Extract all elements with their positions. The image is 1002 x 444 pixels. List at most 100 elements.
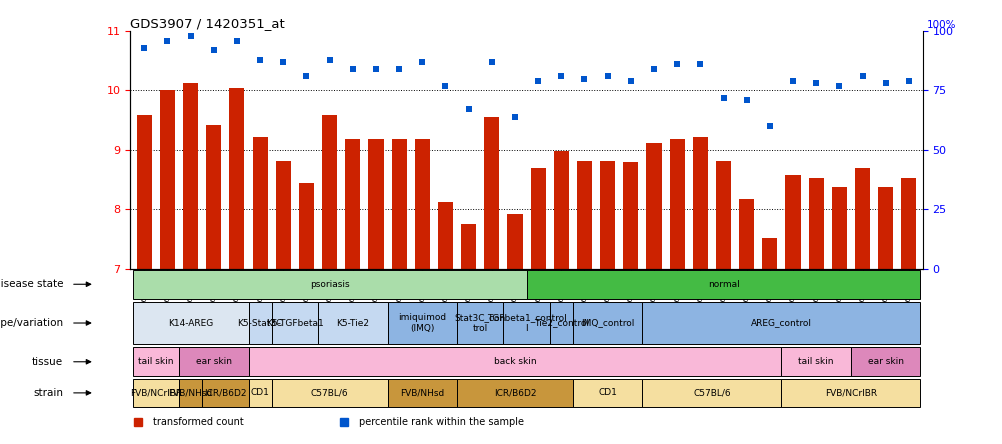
Point bbox=[831, 82, 847, 89]
Bar bbox=[391, 139, 406, 269]
Text: genotype/variation: genotype/variation bbox=[0, 318, 63, 328]
Bar bbox=[622, 162, 637, 269]
Text: C57BL/6: C57BL/6 bbox=[311, 388, 348, 397]
Text: psoriasis: psoriasis bbox=[310, 280, 349, 289]
Bar bbox=[641, 301, 920, 345]
Text: ear skin: ear skin bbox=[867, 357, 903, 366]
Bar bbox=[276, 161, 291, 269]
Bar bbox=[438, 202, 453, 269]
Point bbox=[622, 77, 638, 84]
Text: IMQ_control: IMQ_control bbox=[580, 318, 633, 328]
Text: GDS3907 / 1420351_at: GDS3907 / 1420351_at bbox=[130, 17, 285, 30]
Point bbox=[714, 94, 730, 101]
Bar bbox=[854, 168, 869, 269]
Bar bbox=[461, 224, 476, 269]
Point bbox=[205, 47, 221, 54]
Text: 100%: 100% bbox=[926, 20, 956, 30]
Bar bbox=[641, 379, 781, 407]
Point bbox=[645, 66, 661, 73]
Bar bbox=[576, 161, 591, 269]
Bar bbox=[572, 301, 641, 345]
Bar bbox=[229, 87, 244, 269]
Point bbox=[460, 106, 476, 113]
Bar bbox=[901, 178, 916, 269]
Bar bbox=[136, 115, 151, 269]
Bar bbox=[572, 379, 641, 407]
Bar bbox=[179, 348, 248, 376]
Text: disease state: disease state bbox=[0, 279, 63, 289]
Bar bbox=[549, 301, 572, 345]
Point bbox=[530, 77, 546, 84]
Bar bbox=[781, 348, 850, 376]
Bar bbox=[387, 301, 457, 345]
Bar bbox=[457, 301, 503, 345]
Bar bbox=[415, 139, 430, 269]
Bar bbox=[206, 125, 221, 269]
Point bbox=[414, 59, 430, 66]
Point bbox=[483, 59, 499, 66]
Bar bbox=[272, 301, 318, 345]
Bar bbox=[831, 187, 846, 269]
Point bbox=[737, 96, 754, 103]
Point bbox=[854, 73, 870, 80]
Text: imiquimod
(IMQ): imiquimod (IMQ) bbox=[398, 313, 446, 333]
Text: ear skin: ear skin bbox=[195, 357, 231, 366]
Text: FVB/NCrIBR: FVB/NCrIBR bbox=[129, 388, 181, 397]
Point bbox=[299, 73, 315, 80]
Text: AREG_control: AREG_control bbox=[750, 318, 812, 328]
Point bbox=[576, 75, 592, 82]
Text: tail skin: tail skin bbox=[798, 357, 833, 366]
Point bbox=[275, 59, 291, 66]
Point bbox=[136, 44, 152, 51]
Text: CD1: CD1 bbox=[597, 388, 616, 397]
Bar bbox=[159, 91, 174, 269]
Point bbox=[159, 37, 175, 44]
Text: FVB/NHsd: FVB/NHsd bbox=[168, 388, 212, 397]
Point bbox=[553, 73, 569, 80]
Bar bbox=[253, 137, 268, 269]
Point bbox=[437, 82, 453, 89]
Text: ICR/B6D2: ICR/B6D2 bbox=[493, 388, 536, 397]
Bar bbox=[132, 270, 526, 298]
Point bbox=[877, 80, 893, 87]
Bar bbox=[322, 115, 337, 269]
Text: CD1: CD1 bbox=[250, 388, 270, 397]
Bar bbox=[248, 348, 781, 376]
Bar bbox=[345, 139, 360, 269]
Point bbox=[668, 61, 684, 68]
Bar bbox=[457, 379, 572, 407]
Text: back skin: back skin bbox=[493, 357, 536, 366]
Bar bbox=[526, 270, 920, 298]
Bar bbox=[507, 214, 522, 269]
Bar bbox=[599, 161, 614, 269]
Text: K5-Stat3C: K5-Stat3C bbox=[237, 318, 283, 328]
Text: C57BL/6: C57BL/6 bbox=[692, 388, 730, 397]
Text: percentile rank within the sample: percentile rank within the sample bbox=[359, 417, 523, 428]
Text: Tie2_control: Tie2_control bbox=[533, 318, 588, 328]
Bar bbox=[248, 379, 272, 407]
Text: FVB/NHsd: FVB/NHsd bbox=[400, 388, 444, 397]
Bar bbox=[368, 139, 383, 269]
Bar bbox=[248, 301, 272, 345]
Bar bbox=[715, 161, 730, 269]
Bar bbox=[785, 175, 800, 269]
Point bbox=[368, 66, 384, 73]
Text: K5-TGFbeta1: K5-TGFbeta1 bbox=[266, 318, 324, 328]
Bar bbox=[179, 379, 202, 407]
Bar bbox=[738, 198, 754, 269]
Bar bbox=[692, 137, 707, 269]
Bar bbox=[669, 139, 684, 269]
Text: normal: normal bbox=[707, 280, 738, 289]
Bar bbox=[132, 379, 179, 407]
Bar bbox=[318, 301, 387, 345]
Point bbox=[182, 32, 198, 40]
Point bbox=[228, 37, 244, 44]
Text: transformed count: transformed count bbox=[152, 417, 243, 428]
Bar bbox=[878, 187, 893, 269]
Point bbox=[691, 61, 707, 68]
Text: K5-Tie2: K5-Tie2 bbox=[336, 318, 369, 328]
Point bbox=[252, 56, 268, 63]
Point bbox=[391, 66, 407, 73]
Point bbox=[900, 77, 916, 84]
Bar bbox=[387, 379, 457, 407]
